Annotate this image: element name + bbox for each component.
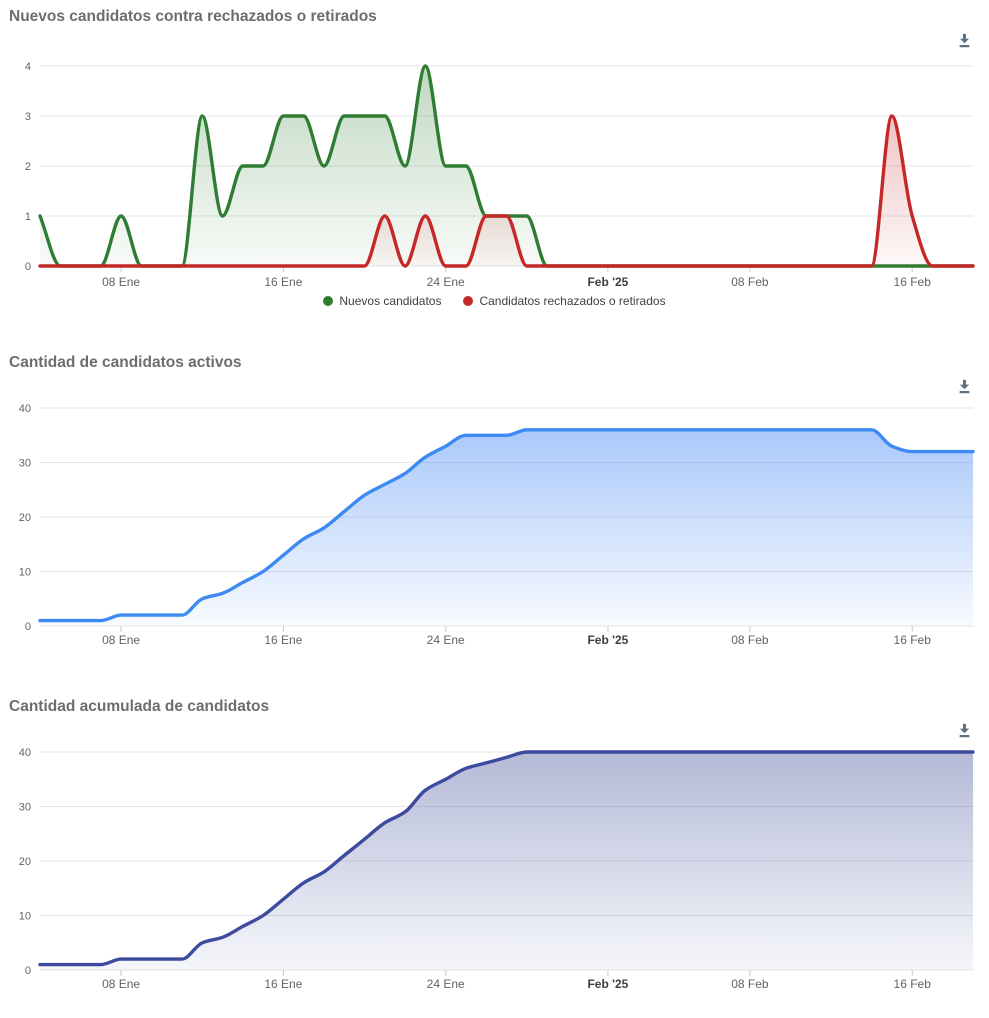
legend-item-rechazados-retirados[interactable]: Candidatos rechazados o retirados <box>463 294 666 308</box>
svg-text:24 Ene: 24 Ene <box>427 977 465 991</box>
svg-text:Feb '25: Feb '25 <box>587 633 628 647</box>
svg-text:3: 3 <box>25 111 31 123</box>
svg-text:40: 40 <box>19 747 31 759</box>
svg-text:08 Feb: 08 Feb <box>731 977 769 991</box>
svg-text:16 Ene: 16 Ene <box>264 977 302 991</box>
svg-text:16 Feb: 16 Feb <box>894 977 932 991</box>
svg-text:Feb '25: Feb '25 <box>587 977 628 991</box>
download-button[interactable] <box>956 31 974 49</box>
svg-text:08 Feb: 08 Feb <box>731 275 769 289</box>
legend-label: Nuevos candidatos <box>339 294 442 308</box>
area-chart-candidatos-acumulados: 0 10 20 30 40 08 Ene 16 Ene 24 Ene Feb '25 08 Feb… <box>19 747 975 991</box>
chart-title: Cantidad de candidatos activos <box>9 354 242 371</box>
download-icon <box>959 379 970 393</box>
svg-text:20: 20 <box>19 512 31 524</box>
svg-text:4: 4 <box>25 61 31 73</box>
download-icon <box>959 33 970 47</box>
download-icon <box>959 723 970 737</box>
svg-text:40: 40 <box>19 403 31 415</box>
svg-text:0: 0 <box>25 965 31 977</box>
download-button[interactable] <box>956 377 974 395</box>
svg-text:2: 2 <box>25 161 31 173</box>
area-chart-nuevos-vs-rechazados: 0 1 2 3 4 08 Ene 16 Ene 24 Ene Feb '25 08 Feb 16 F… <box>25 61 975 289</box>
svg-text:08 Ene: 08 Ene <box>102 633 140 647</box>
svg-text:0: 0 <box>25 621 31 633</box>
svg-text:30: 30 <box>19 458 31 470</box>
legend-label: Candidatos rechazados o retirados <box>479 294 666 308</box>
chart-toolbar <box>0 716 989 742</box>
svg-text:08 Feb: 08 Feb <box>731 633 769 647</box>
legend-item-nuevos-candidatos[interactable]: Nuevos candidatos <box>323 294 441 308</box>
svg-text:10: 10 <box>19 911 31 923</box>
download-button[interactable] <box>956 721 974 739</box>
chart-title: Nuevos candidatos contra rechazados o re… <box>9 8 377 25</box>
legend-dot-green <box>323 296 334 306</box>
chart-toolbar <box>0 26 989 56</box>
svg-text:10: 10 <box>19 567 31 579</box>
chart-title: Cantidad acumulada de candidatos <box>9 698 270 715</box>
chart-section-candidatos-activos: Cantidad de candidatos activos 0 10 20 30 40… <box>0 346 989 650</box>
svg-text:24 Ene: 24 Ene <box>427 633 465 647</box>
svg-text:08 Ene: 08 Ene <box>102 275 140 289</box>
chart-section-candidatos-acumulados: Cantidad acumulada de candidatos 0 10 20 30… <box>0 690 989 994</box>
chart-toolbar <box>0 372 989 398</box>
svg-text:0: 0 <box>25 261 31 273</box>
legend-dot-red <box>463 296 474 306</box>
svg-text:20: 20 <box>19 856 31 868</box>
svg-text:16 Ene: 16 Ene <box>264 633 302 647</box>
svg-text:16 Feb: 16 Feb <box>894 275 932 289</box>
chart-legend: Nuevos candidatos Candidatos rechazados … <box>0 290 989 312</box>
svg-text:Feb '25: Feb '25 <box>587 275 628 289</box>
svg-text:16 Feb: 16 Feb <box>894 633 932 647</box>
svg-text:1: 1 <box>25 211 31 223</box>
svg-text:30: 30 <box>19 802 31 814</box>
svg-text:24 Ene: 24 Ene <box>427 275 465 289</box>
area-chart-candidatos-activos: 0 10 20 30 40 08 Ene 16 Ene 24 Ene Feb '25 08 Feb… <box>19 403 975 647</box>
svg-text:08 Ene: 08 Ene <box>102 977 140 991</box>
chart-section-nuevos-vs-rechazados: Nuevos candidatos contra rechazados o re… <box>0 0 989 312</box>
svg-text:16 Ene: 16 Ene <box>264 275 302 289</box>
